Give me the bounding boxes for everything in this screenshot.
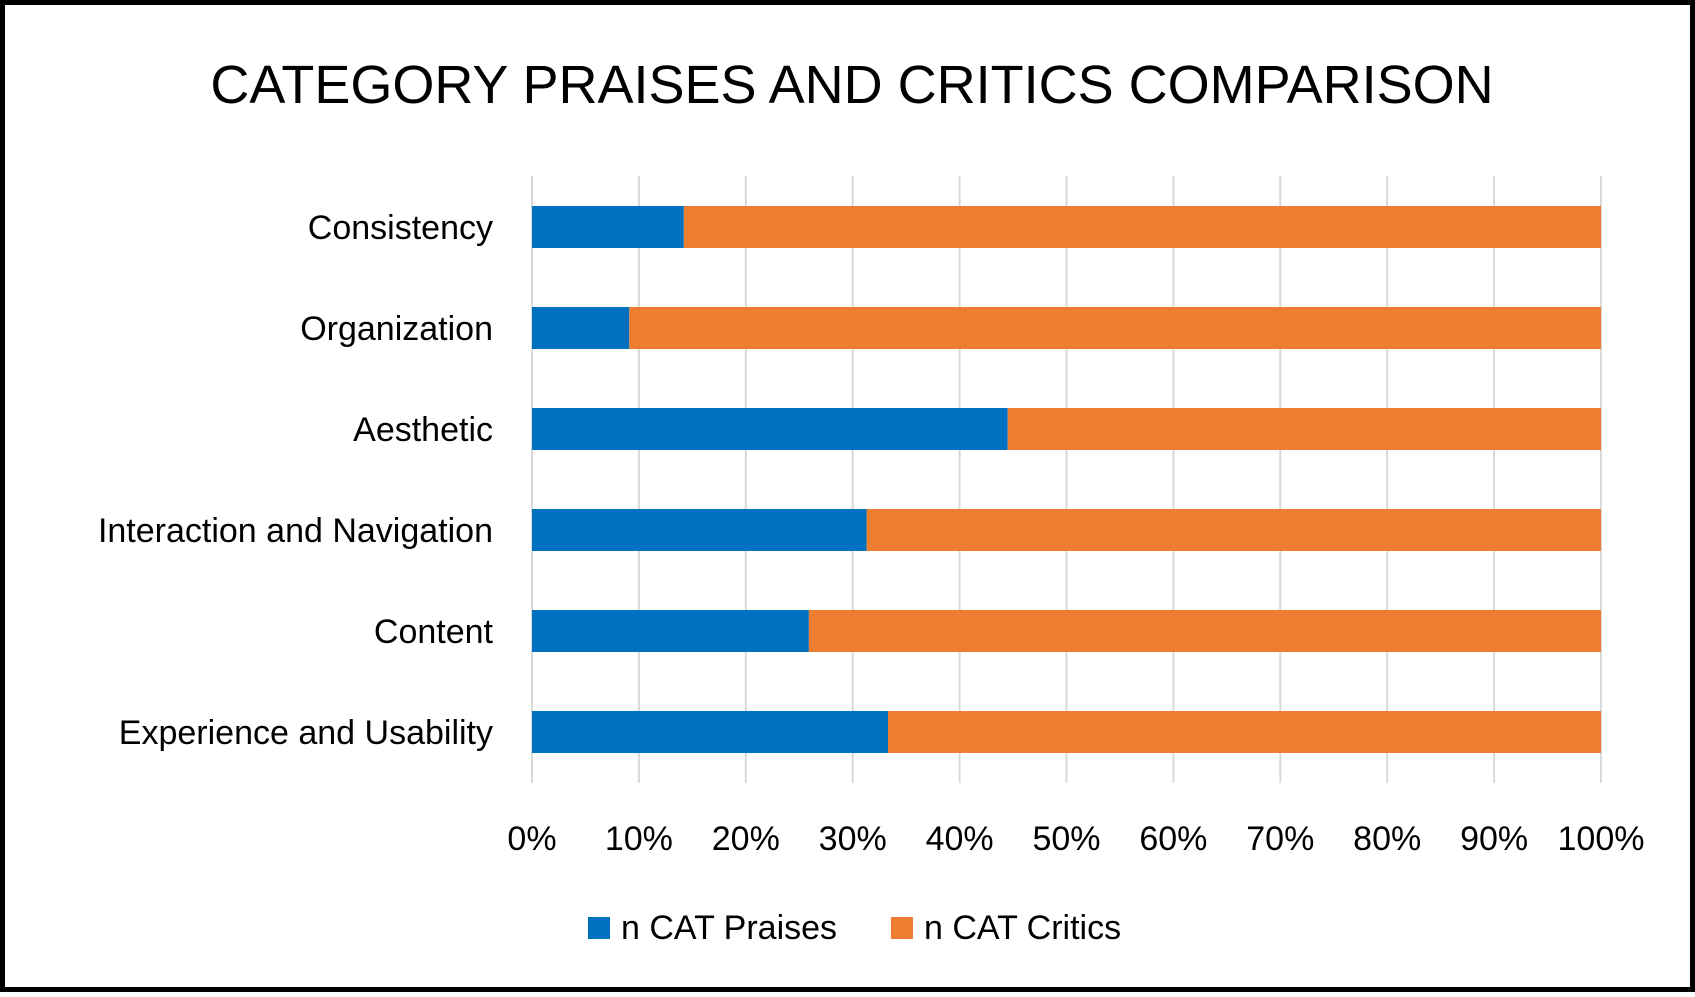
x-tick-label: 20%: [712, 820, 780, 858]
legend: n CAT Praises n CAT Critics: [588, 909, 1121, 947]
legend-swatch: [891, 917, 913, 939]
category-labels: Consistency Organization Aesthetic Interact…: [98, 209, 494, 752]
category-label: Organization: [300, 310, 493, 348]
bar-critics: [683, 206, 1601, 248]
x-tick-label: 10%: [605, 820, 673, 858]
bar-praises: [532, 509, 867, 551]
legend-label: n CAT Critics: [924, 909, 1121, 947]
gridlines: [531, 176, 1602, 783]
category-label: Interaction and Navigation: [98, 512, 493, 550]
legend-swatch: [588, 917, 610, 939]
x-tick-label: 100%: [1558, 820, 1645, 858]
bar-praises: [532, 408, 1008, 450]
x-tick-label: 90%: [1460, 820, 1528, 858]
bar-praises: [532, 206, 684, 248]
x-tick-label: 50%: [1032, 820, 1100, 858]
bar-critics: [808, 610, 1601, 652]
x-tick-label: 60%: [1139, 820, 1207, 858]
bar-praises: [532, 711, 888, 753]
chart-title: CATEGORY PRAISES AND CRITICS COMPARISON: [210, 55, 1493, 115]
x-tick-label: 40%: [926, 820, 994, 858]
bar-critics: [866, 509, 1601, 551]
bar-critics: [629, 307, 1601, 349]
bars: [532, 206, 1601, 753]
x-tick-label: 80%: [1353, 820, 1421, 858]
category-label: Experience and Usability: [119, 714, 493, 752]
chart-svg: CATEGORY PRAISES AND CRITICS COMPARISON …: [98, 55, 1645, 947]
x-tick-label: 0%: [507, 820, 556, 858]
bar-praises: [532, 307, 630, 349]
category-label: Aesthetic: [353, 411, 493, 449]
legend-label: n CAT Praises: [621, 909, 837, 947]
bar-critics: [1007, 408, 1601, 450]
x-tick-label: 30%: [819, 820, 887, 858]
bar-critics: [887, 711, 1601, 753]
category-label: Content: [374, 613, 494, 651]
category-label: Consistency: [308, 209, 493, 247]
bar-praises: [532, 610, 809, 652]
x-tick-labels: 0% 10% 20% 30% 40% 50% 60% 70% 80% 90% 100%: [507, 820, 1644, 858]
x-tick-label: 70%: [1246, 820, 1314, 858]
